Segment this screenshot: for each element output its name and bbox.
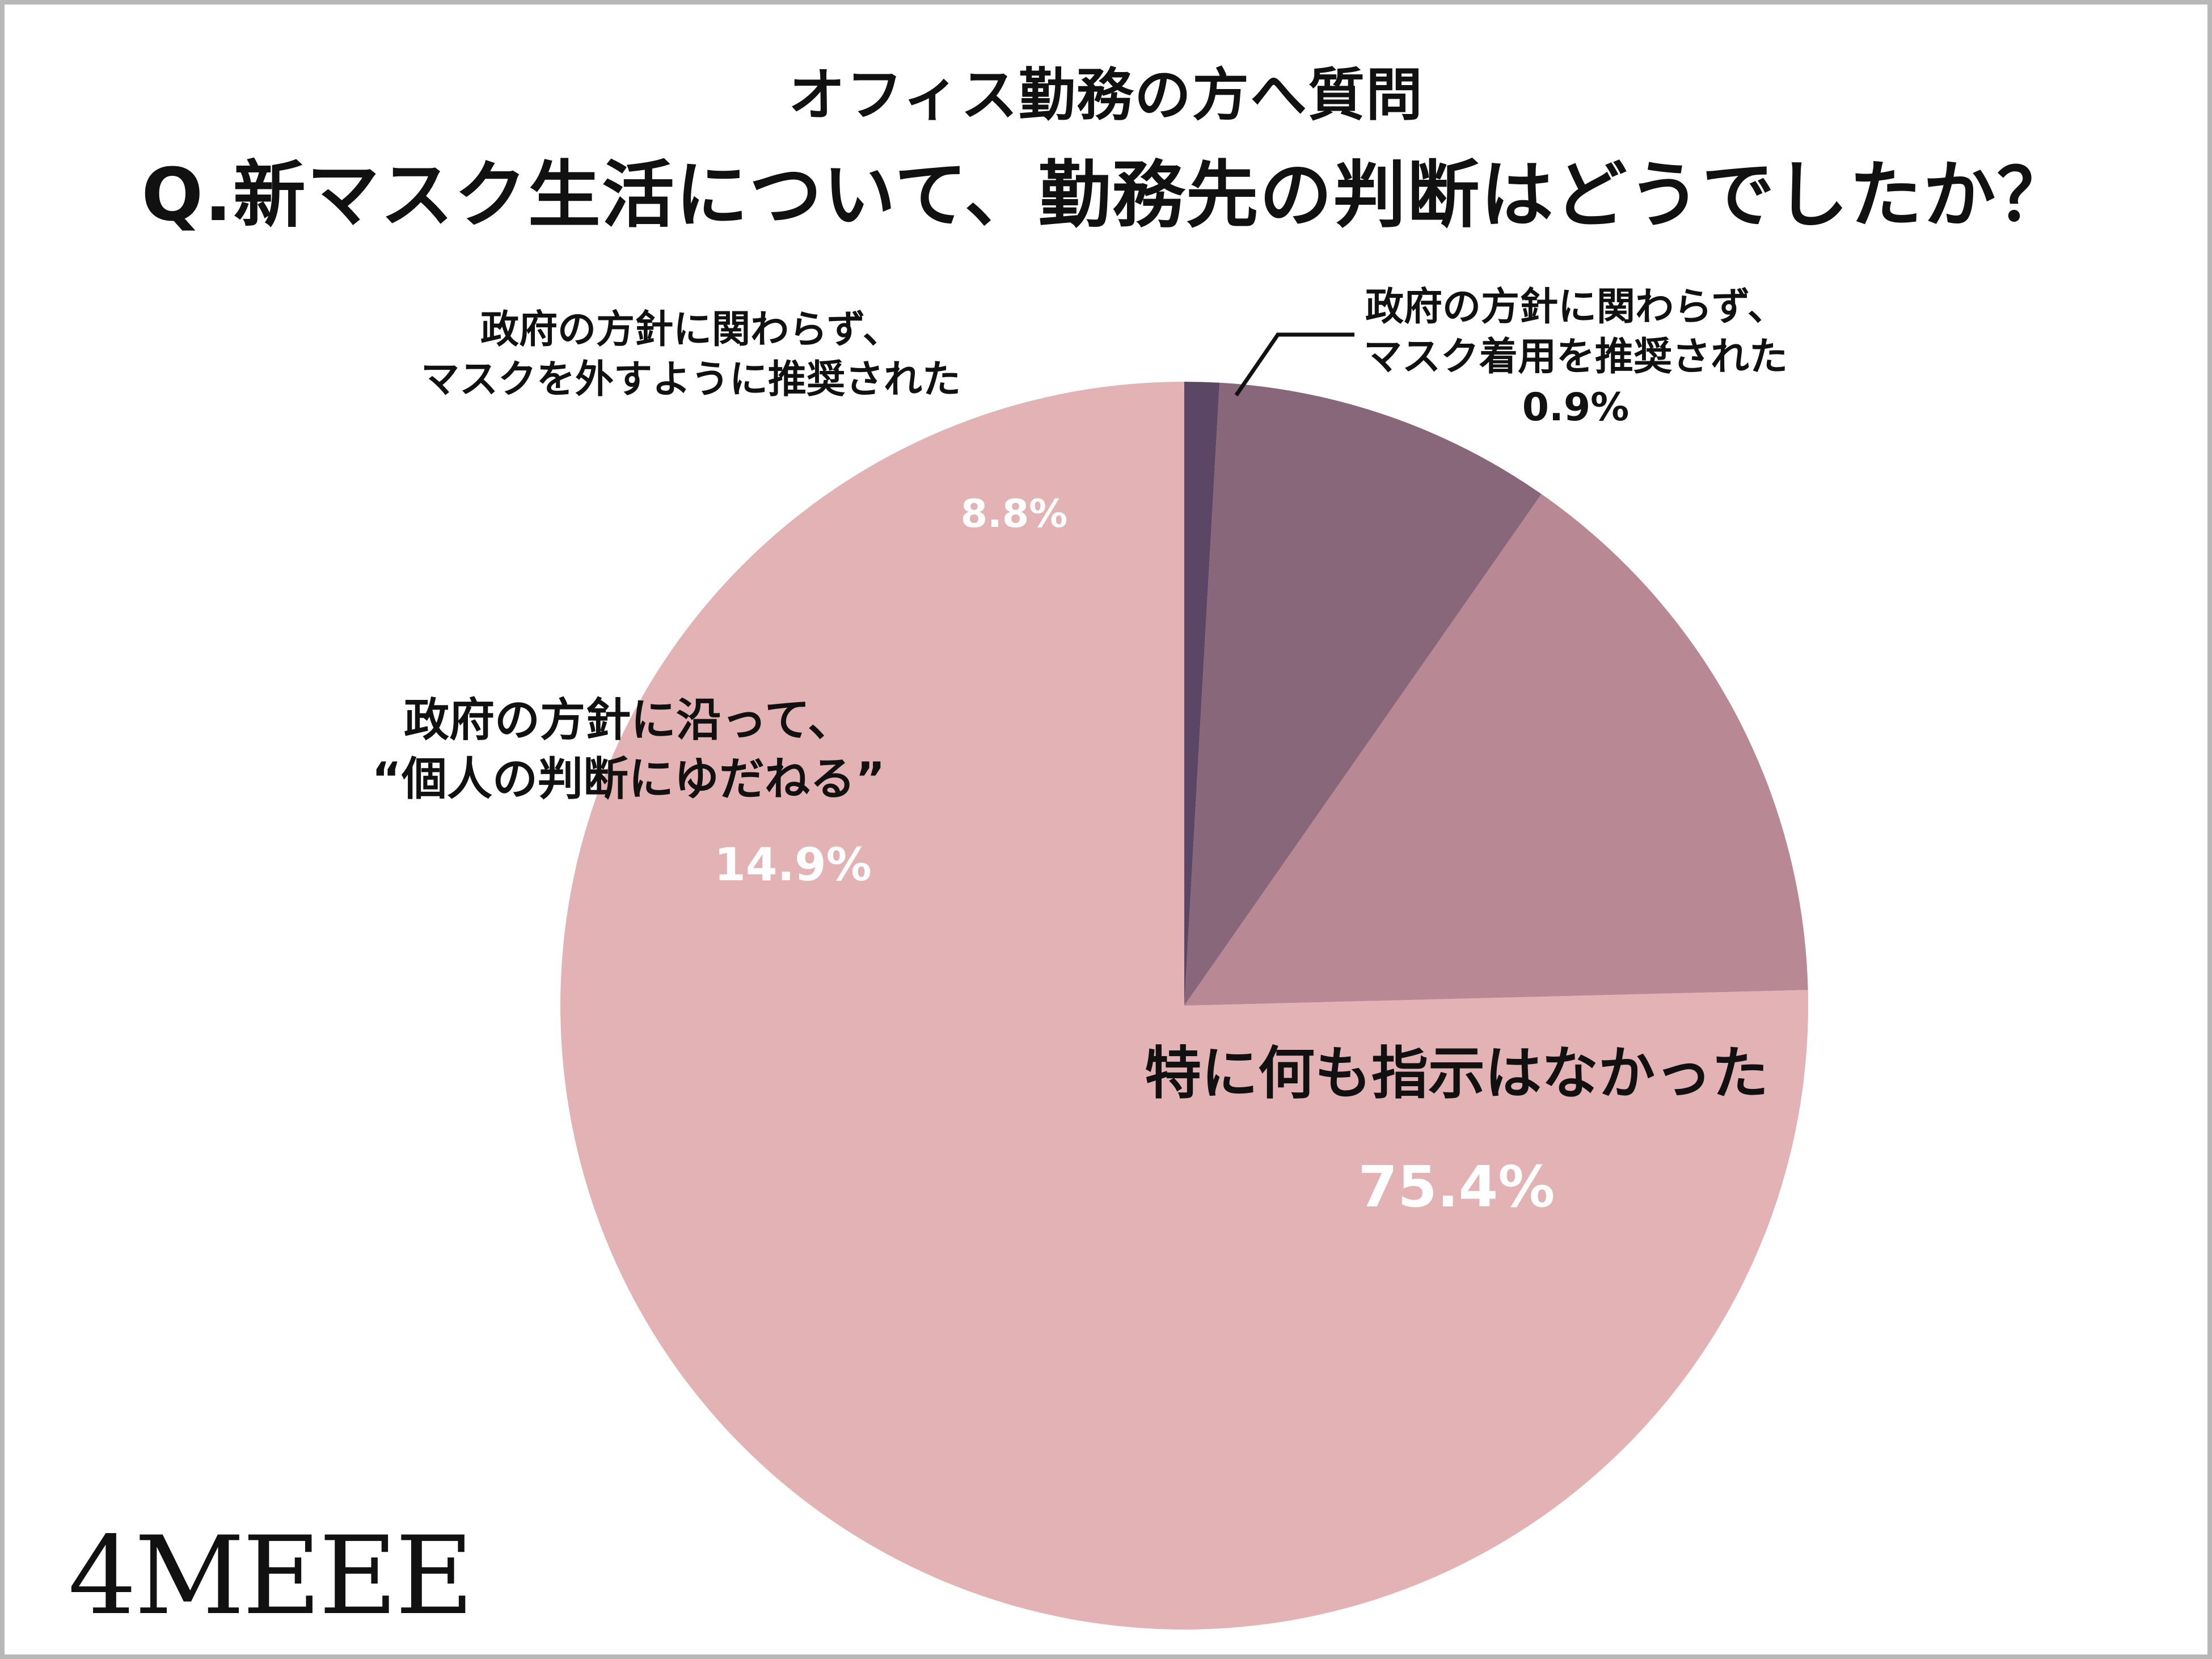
slice-label-line: マスクを外すように推奨された [420, 357, 961, 403]
slice-label-line: “個人の判断にゆだねる” [372, 753, 885, 805]
slice-value-label: 14.9% [714, 838, 872, 891]
slice-label-no-instruction: 特に何も指示はなかった 75.4% [1099, 1037, 1814, 1224]
slice-label-line: 政府の方針に関わらず、 [1365, 285, 1786, 330]
pie-chart [560, 332, 1808, 1630]
pie-slice-wear-mask [1184, 382, 1220, 1006]
slice-label-remove-mask: 政府の方針に関わらず、 マスクを外すように推奨された [390, 305, 991, 406]
slice-value-label: 75.4% [1358, 1154, 1555, 1220]
slice-label-line: 政府の方針に沿って、 [404, 694, 853, 746]
pie-slice-no-instruction [560, 382, 1808, 1630]
slice-label-line: 特に何も指示はなかった [1145, 1040, 1768, 1107]
brand-logo: 4MEEE [68, 1513, 474, 1639]
slice-value-label: 8.8% [960, 492, 1068, 537]
chart-title: Q.新マスク生活について、勤務先の判断はどうでしたか？ [141, 153, 2071, 238]
chart-subtitle: オフィス勤務の方へ質問 [788, 62, 1424, 128]
slice-label-wear-mask: 政府の方針に関わらず、 マスク着用を推奨された 0.9% [1298, 282, 1854, 433]
pie-slice-remove-mask [1184, 382, 1542, 1006]
pie-slice-individual-judgment [1184, 494, 1808, 1006]
slice-label-line: マスク着用を推奨された [1363, 335, 1788, 380]
slice-label-line: 政府の方針に関わらず、 [480, 307, 901, 352]
leader-line [1234, 332, 1354, 396]
slice-label-individual-judgment: 政府の方針に沿って、 “個人の判断にゆだねる” [345, 691, 912, 809]
slice-value-label: 0.9% [1522, 385, 1630, 430]
